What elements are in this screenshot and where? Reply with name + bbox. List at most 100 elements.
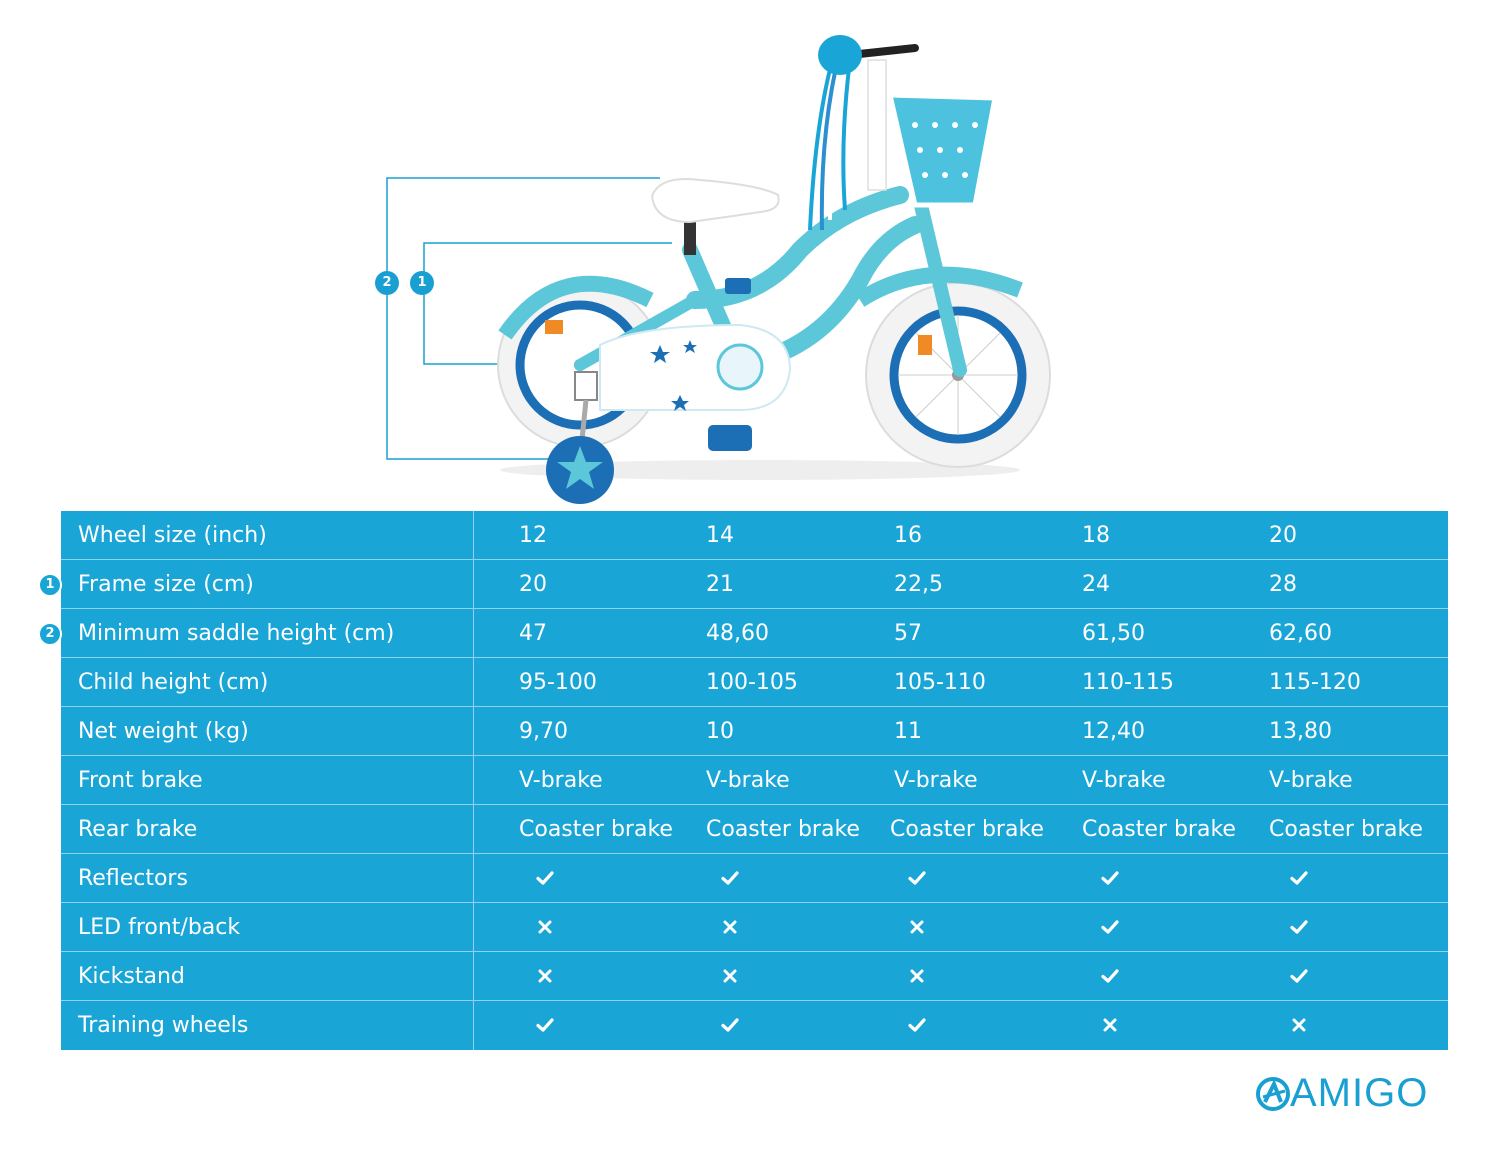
cross-icon — [1100, 1015, 1120, 1035]
table-cell: 48,60 — [706, 621, 769, 646]
table-row: Kickstand — [61, 952, 1448, 1001]
row-label: Rear brake — [78, 817, 198, 842]
basket — [886, 92, 998, 208]
streamers — [798, 35, 862, 231]
column-divider — [473, 1001, 474, 1050]
column-divider — [473, 560, 474, 608]
table-row: LED front/back — [61, 903, 1448, 952]
cross-icon — [1289, 1015, 1309, 1035]
table-cell: 16 — [894, 523, 922, 548]
checkmark-icon — [1100, 917, 1120, 937]
row-label: Wheel size (inch) — [78, 523, 267, 548]
table-cell: 9,70 — [519, 719, 568, 744]
table-row: 1 Frame size (cm) 20 21 22,5 24 28 — [38, 560, 1448, 609]
bike-illustration — [386, 35, 1051, 504]
table-cell: V-brake — [519, 768, 603, 793]
cross-icon — [720, 966, 740, 986]
checkmark-icon — [907, 1015, 927, 1035]
table-cell: V-brake — [894, 768, 978, 793]
row-number-badge: 2 — [38, 622, 62, 646]
cross-icon — [907, 966, 927, 986]
checkmark-icon — [1289, 966, 1309, 986]
table-cell: 61,50 — [1082, 621, 1145, 646]
table-cell: 22,5 — [894, 572, 943, 597]
table-cell: V-brake — [1269, 768, 1353, 793]
table-cell: 105-110 — [894, 670, 986, 695]
table-cell: Coaster brake — [1269, 817, 1423, 842]
checkmark-icon — [720, 868, 740, 888]
table-cell: 115-120 — [1269, 670, 1361, 695]
table-cell: 57 — [894, 621, 922, 646]
checkmark-icon — [1289, 917, 1309, 937]
table-cell: Coaster brake — [519, 817, 673, 842]
table-cell: Coaster brake — [1082, 817, 1236, 842]
row-label: Net weight (kg) — [78, 719, 249, 744]
table-cell: 47 — [519, 621, 547, 646]
table-cell: 62,60 — [1269, 621, 1332, 646]
table-cell: 110-115 — [1082, 670, 1174, 695]
table-cell: 10 — [706, 719, 734, 744]
table-cell: 14 — [706, 523, 734, 548]
row-label: Minimum saddle height (cm) — [78, 621, 395, 646]
table-cell: 18 — [1082, 523, 1110, 548]
table-row: Net weight (kg) 9,70 10 11 12,40 13,80 — [61, 707, 1448, 756]
row-label: LED front/back — [78, 915, 241, 940]
callout-badge-1: 1 — [410, 271, 434, 295]
row-label: Training wheels — [78, 1013, 249, 1038]
column-divider — [473, 707, 474, 755]
column-divider — [473, 854, 474, 902]
table-cell: 13,80 — [1269, 719, 1332, 744]
column-divider — [473, 756, 474, 804]
table-cell: 24 — [1082, 572, 1110, 597]
cross-icon — [720, 917, 740, 937]
table-row: Front brake V-brake V-brake V-brake V-brake V… — [61, 756, 1448, 805]
checkmark-icon — [907, 868, 927, 888]
table-row: 2 Minimum saddle height (cm) 47 48,60 57 61,5… — [38, 609, 1448, 658]
row-label: Frame size (cm) — [78, 572, 254, 597]
table-row: Training wheels — [61, 1001, 1448, 1050]
saddle — [650, 178, 780, 255]
training-wheel — [546, 371, 614, 504]
cross-icon — [907, 917, 927, 937]
cross-icon — [535, 917, 555, 937]
column-divider — [473, 805, 474, 853]
row-label: Front brake — [78, 768, 203, 793]
table-row: Child height (cm) 95-100 100-105 105-110 110… — [61, 658, 1448, 707]
table-cell: 100-105 — [706, 670, 798, 695]
checkmark-icon — [1100, 966, 1120, 986]
table-cell: 12 — [519, 523, 547, 548]
table-cell: 28 — [1269, 572, 1297, 597]
table-cell: 21 — [706, 572, 734, 597]
checkmark-icon — [535, 1015, 555, 1035]
table-cell: 20 — [1269, 523, 1297, 548]
brand-name: AMIGO — [1290, 1071, 1429, 1115]
checkmark-icon — [1289, 868, 1309, 888]
row-label: Kickstand — [78, 964, 185, 989]
column-divider — [473, 511, 474, 559]
column-divider — [473, 903, 474, 951]
checkmark-icon — [1100, 868, 1120, 888]
cross-icon — [535, 966, 555, 986]
column-divider — [473, 952, 474, 1000]
table-cell: Coaster brake — [706, 817, 860, 842]
row-label: Child height (cm) — [78, 670, 269, 695]
column-divider — [473, 658, 474, 706]
row-number-badge: 1 — [38, 573, 62, 597]
callout-badge-2: 2 — [375, 271, 399, 295]
table-cell: 95-100 — [519, 670, 597, 695]
table-cell: V-brake — [1082, 768, 1166, 793]
table-cell: 11 — [894, 719, 922, 744]
checkmark-icon — [535, 868, 555, 888]
column-divider — [473, 609, 474, 657]
table-row: Reflectors — [61, 854, 1448, 903]
table-cell: 20 — [519, 572, 547, 597]
spec-table: Wheel size (inch) 12 14 16 18 20 1 Frame size (… — [38, 511, 1448, 1050]
table-row: Wheel size (inch) 12 14 16 18 20 — [61, 511, 1448, 560]
table-cell: V-brake — [706, 768, 790, 793]
table-cell: Coaster brake — [890, 817, 1044, 842]
table-cell: 12,40 — [1082, 719, 1145, 744]
checkmark-icon — [720, 1015, 740, 1035]
amigo-logo-icon — [1256, 1077, 1290, 1111]
table-row: Rear brake Coaster brake Coaster brake Coas… — [61, 805, 1448, 854]
row-label: Reflectors — [78, 866, 188, 891]
